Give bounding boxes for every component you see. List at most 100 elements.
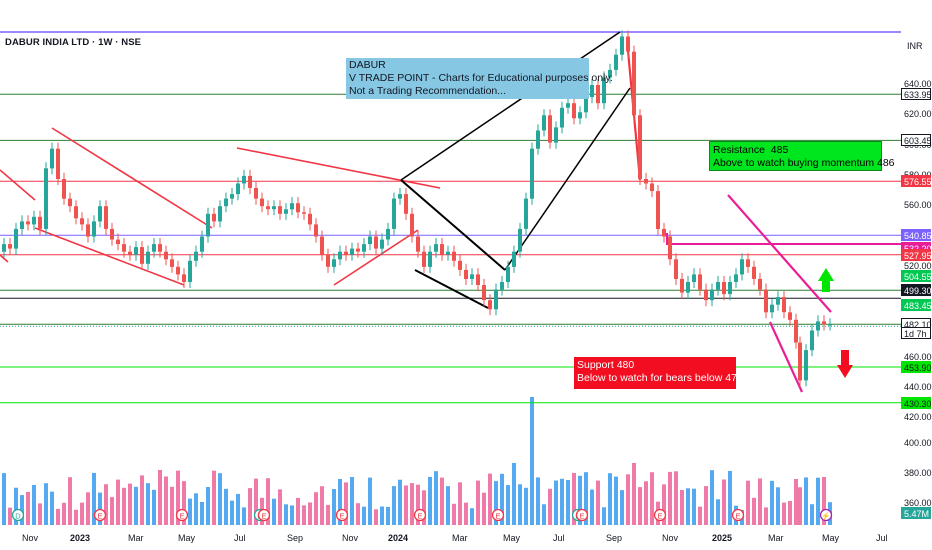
candle-body bbox=[530, 148, 534, 199]
volume-bar bbox=[332, 489, 336, 525]
volume-bar bbox=[200, 502, 204, 525]
event-marker-icon[interactable] bbox=[413, 508, 427, 522]
volume-bar bbox=[506, 485, 510, 525]
candle-body bbox=[278, 206, 282, 214]
volume-bar bbox=[86, 492, 90, 525]
price-tag[interactable]: 633.95 bbox=[901, 88, 932, 101]
event-marker-icon[interactable] bbox=[731, 508, 745, 522]
educational-note[interactable]: DABUR V TRADE POINT - Charts for Educati… bbox=[346, 58, 613, 99]
support-note[interactable]: Support 480 Below to watch for bears bel… bbox=[574, 357, 743, 389]
volume-bar bbox=[404, 485, 408, 525]
price-scale-label: 420.00 bbox=[904, 412, 932, 423]
volume-bar bbox=[302, 505, 306, 525]
candle-body bbox=[590, 85, 594, 98]
volume-bar bbox=[692, 488, 696, 525]
volume-bar bbox=[308, 502, 312, 525]
price-tag[interactable]: 499.30 bbox=[901, 284, 932, 296]
candle-body bbox=[728, 282, 732, 295]
candle-body bbox=[326, 254, 330, 267]
candle-body bbox=[470, 274, 474, 279]
volume-bar bbox=[290, 505, 294, 525]
volume-bar bbox=[56, 508, 60, 525]
currency-label[interactable]: INR bbox=[907, 41, 923, 51]
candle-body bbox=[434, 244, 438, 252]
event-marker-icon[interactable] bbox=[175, 508, 189, 522]
volume-bar bbox=[32, 485, 36, 525]
candle-body bbox=[816, 321, 820, 331]
candle-body bbox=[716, 282, 720, 290]
trend-lines bbox=[0, 31, 901, 393]
candle-body bbox=[2, 244, 6, 252]
candle-body bbox=[578, 112, 582, 119]
volume-bar bbox=[704, 486, 708, 525]
price-tag[interactable]: 5.47M bbox=[901, 507, 931, 519]
volume-bar bbox=[362, 506, 366, 525]
candle-body bbox=[674, 259, 678, 279]
time-axis-label: Mar bbox=[452, 533, 468, 543]
resistance-note[interactable]: Resistance 485 Above to watch buying mom… bbox=[709, 141, 895, 171]
candle-body bbox=[566, 103, 570, 108]
volume-bar bbox=[422, 490, 426, 525]
volume-bar bbox=[434, 471, 438, 525]
price-tag[interactable]: 540.85 bbox=[901, 229, 932, 242]
candle-body bbox=[146, 251, 150, 264]
price-tag[interactable]: 527.95 bbox=[901, 248, 932, 261]
volume-bar bbox=[194, 493, 198, 525]
candle-body bbox=[338, 251, 342, 260]
price-tag[interactable]: 453.90 bbox=[901, 361, 932, 373]
candle-body bbox=[290, 203, 294, 210]
price-tag[interactable]: 430.30 bbox=[901, 396, 932, 409]
volume-bar bbox=[350, 477, 354, 525]
volume-bar bbox=[80, 502, 84, 525]
event-marker-icon[interactable] bbox=[653, 508, 667, 522]
volume-bar bbox=[584, 472, 588, 525]
price-tag[interactable]: 603.45 bbox=[901, 134, 932, 147]
volume-bar bbox=[14, 487, 18, 525]
event-marker-label: E bbox=[579, 512, 584, 521]
candle-body bbox=[236, 183, 240, 195]
candle-body bbox=[506, 266, 510, 282]
volume-bar bbox=[758, 478, 762, 525]
volume-bar bbox=[242, 507, 246, 525]
volume-bar bbox=[218, 473, 222, 525]
volume-bar bbox=[374, 509, 378, 525]
volume-bar bbox=[464, 502, 468, 525]
time-axis-label: Nov bbox=[342, 533, 359, 543]
time-axis-label: Jul bbox=[234, 533, 246, 543]
volume-bar bbox=[686, 488, 690, 525]
volume-bar bbox=[560, 478, 564, 525]
price-tag[interactable]: 504.55 bbox=[901, 270, 932, 282]
volume-bar bbox=[386, 506, 390, 525]
price-tag[interactable]: 576.55 bbox=[901, 175, 932, 188]
event-marker-icon[interactable] bbox=[11, 508, 25, 522]
event-marker-icon[interactable] bbox=[575, 508, 589, 522]
candle-body bbox=[704, 289, 708, 301]
event-marker-icon[interactable] bbox=[257, 508, 271, 522]
event-marker-icon[interactable] bbox=[491, 508, 505, 522]
candle-body bbox=[608, 69, 612, 78]
candle-body bbox=[74, 206, 78, 219]
price-scale-label: 360.00 bbox=[904, 498, 932, 508]
event-marker-icon[interactable] bbox=[819, 508, 833, 522]
volume-bar bbox=[482, 492, 486, 525]
event-marker-icon[interactable] bbox=[335, 508, 349, 522]
volume-bar bbox=[566, 480, 570, 525]
volume-bar bbox=[272, 498, 276, 525]
time-axis-label: Jul bbox=[553, 533, 565, 543]
candle-body bbox=[164, 251, 168, 260]
volume-bar bbox=[224, 488, 228, 525]
volume-bar bbox=[816, 477, 820, 525]
volume-bar bbox=[380, 506, 384, 525]
candle-body bbox=[356, 248, 360, 252]
candle-body bbox=[464, 269, 468, 279]
event-marker-icon[interactable] bbox=[93, 508, 107, 522]
candle-body bbox=[656, 191, 660, 229]
trend-line-black bbox=[414, 269, 489, 309]
candle-body bbox=[68, 198, 72, 207]
volume-bar bbox=[338, 479, 342, 525]
candle-body bbox=[476, 274, 480, 285]
volume-bar bbox=[452, 503, 456, 525]
volume-bar bbox=[822, 477, 826, 525]
price-tag[interactable]: 483.45 bbox=[901, 299, 932, 311]
